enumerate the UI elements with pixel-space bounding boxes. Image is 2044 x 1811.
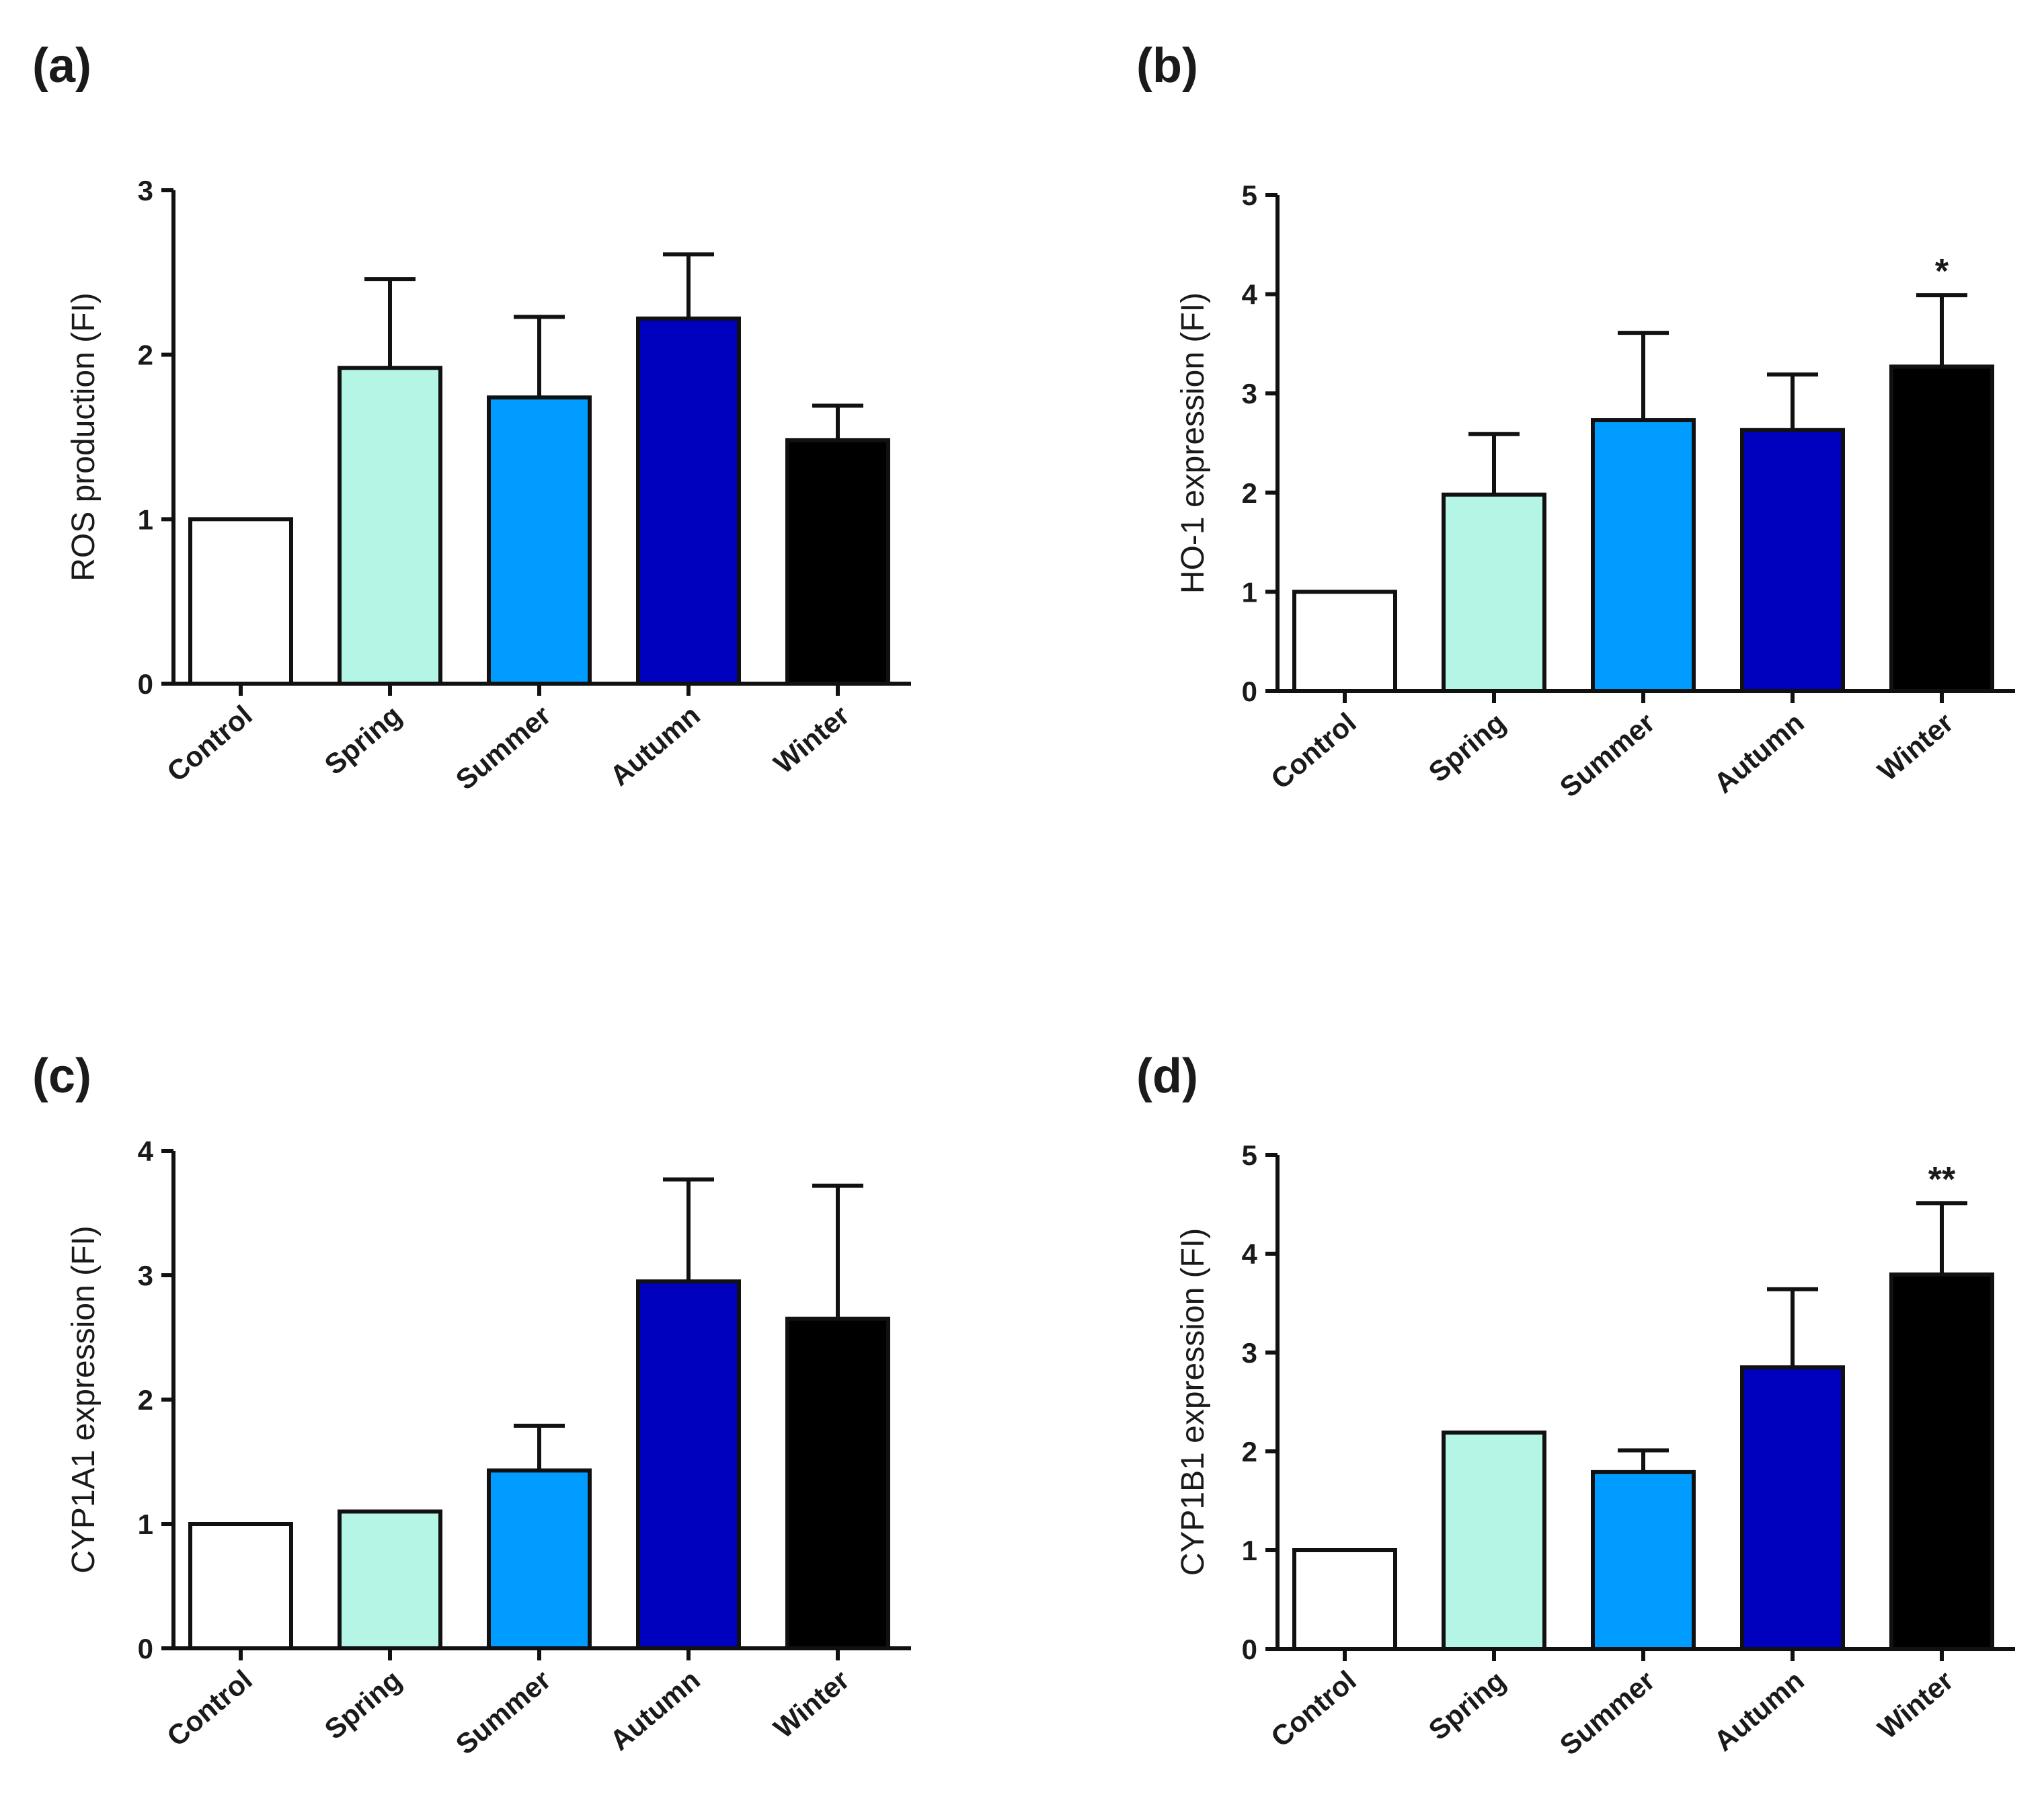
y-tick-label: 4 (1242, 1238, 1258, 1270)
x-tick-label-autumn: Autumn (1708, 707, 1810, 799)
bar-autumn (636, 1279, 741, 1650)
y-tick-label: 3 (138, 175, 153, 206)
y-tick-label: 1 (138, 504, 153, 535)
x-tick-label-autumn: Autumn (604, 1664, 706, 1757)
y-axis-title: ROS production (FI) (66, 292, 102, 581)
chart-panel-2: (b) HO-1 expression (FI) * 0 1 2 3 4 5 Control Spr… (1136, 39, 2015, 803)
bar-spring (1442, 1431, 1546, 1652)
x-tick-label-summer: Summer (1554, 707, 1661, 803)
y-axis-title: CYP1B1 expression (FI) (1175, 1228, 1211, 1576)
x-tick-label-autumn: Autumn (604, 699, 706, 792)
bar-winter (1889, 1272, 1994, 1651)
y-tick-label: 2 (138, 339, 153, 371)
significance-marker: ** (1928, 1160, 1956, 1199)
bar-spring (1442, 492, 1546, 693)
bar-control (1292, 590, 1397, 694)
x-tick-label-spring: Spring (1423, 707, 1511, 788)
bar-summer (1591, 418, 1696, 693)
bar-winter (1889, 364, 1994, 694)
x-tick-label-control: Control (1265, 1664, 1362, 1753)
y-tick-label: 1 (138, 1508, 153, 1540)
chart-panel-4: (d) CYP1B1 expression (FI) ** 0 1 2 3 4 5 Control… (1136, 1049, 2015, 1761)
x-tick-label-winter: Winter (768, 699, 855, 780)
chart-panel-3: (c) CYP1A1 expression (FI) 0 1 2 3 4 Control Spr… (32, 1049, 911, 1761)
y-axis-title: HO-1 expression (FI) (1175, 292, 1211, 594)
bar-spring (338, 366, 442, 686)
y-axis-title: CYP1A1 expression (FI) (66, 1225, 102, 1574)
y-tick-label: 0 (138, 1633, 153, 1664)
significance-marker: * (1935, 252, 1949, 291)
x-tick-label-control: Control (161, 1664, 258, 1753)
y-tick-label: 5 (1242, 179, 1257, 211)
y-tick-label: 0 (138, 668, 153, 700)
panel-label: (b) (1136, 39, 1198, 93)
x-tick-label-control: Control (1265, 707, 1362, 795)
x-tick-label-summer: Summer (1554, 1664, 1661, 1761)
bar-summer (487, 1468, 592, 1650)
bar-autumn (636, 316, 741, 686)
x-tick-label-winter: Winter (768, 1664, 855, 1744)
bar-autumn (1740, 428, 1845, 693)
x-tick-label-summer: Summer (450, 699, 557, 796)
y-tick-label: 0 (1242, 676, 1257, 707)
x-tick-label-autumn: Autumn (1708, 1664, 1810, 1757)
panel-label: (c) (32, 1049, 91, 1103)
x-tick-label-spring: Spring (319, 1664, 407, 1745)
y-tick-label: 1 (1242, 1535, 1257, 1566)
y-tick-label: 3 (1242, 378, 1257, 409)
x-tick-label-spring: Spring (319, 699, 407, 780)
bar-spring (338, 1509, 442, 1650)
x-tick-label-control: Control (161, 699, 258, 788)
panel-label: (a) (32, 39, 91, 93)
x-tick-label-winter: Winter (1872, 1664, 1959, 1745)
y-tick-label: 2 (1242, 477, 1257, 509)
bar-control (1292, 1548, 1397, 1651)
bar-summer (1591, 1470, 1696, 1652)
x-tick-label-summer: Summer (450, 1664, 557, 1761)
bar-winter (785, 1316, 890, 1650)
panel-label: (d) (1136, 1049, 1198, 1103)
x-tick-label-spring: Spring (1423, 1664, 1511, 1746)
y-tick-label: 5 (1242, 1139, 1257, 1171)
y-tick-label: 4 (1242, 279, 1258, 311)
bar-summer (487, 395, 592, 686)
y-tick-label: 2 (138, 1384, 153, 1416)
bar-control (188, 1522, 293, 1650)
y-tick-label: 3 (138, 1260, 153, 1291)
y-tick-label: 4 (138, 1135, 154, 1167)
y-tick-label: 3 (1242, 1337, 1257, 1369)
bar-winter (785, 438, 890, 686)
x-tick-label-winter: Winter (1872, 707, 1959, 787)
chart-panel-1: (a) ROS production (FI) 0 1 2 3 Control Spring S… (32, 39, 911, 796)
bar-control (188, 517, 293, 686)
y-tick-label: 0 (1242, 1634, 1257, 1665)
y-tick-label: 2 (1242, 1436, 1257, 1467)
y-tick-label: 1 (1242, 576, 1257, 608)
bar-autumn (1740, 1365, 1845, 1652)
